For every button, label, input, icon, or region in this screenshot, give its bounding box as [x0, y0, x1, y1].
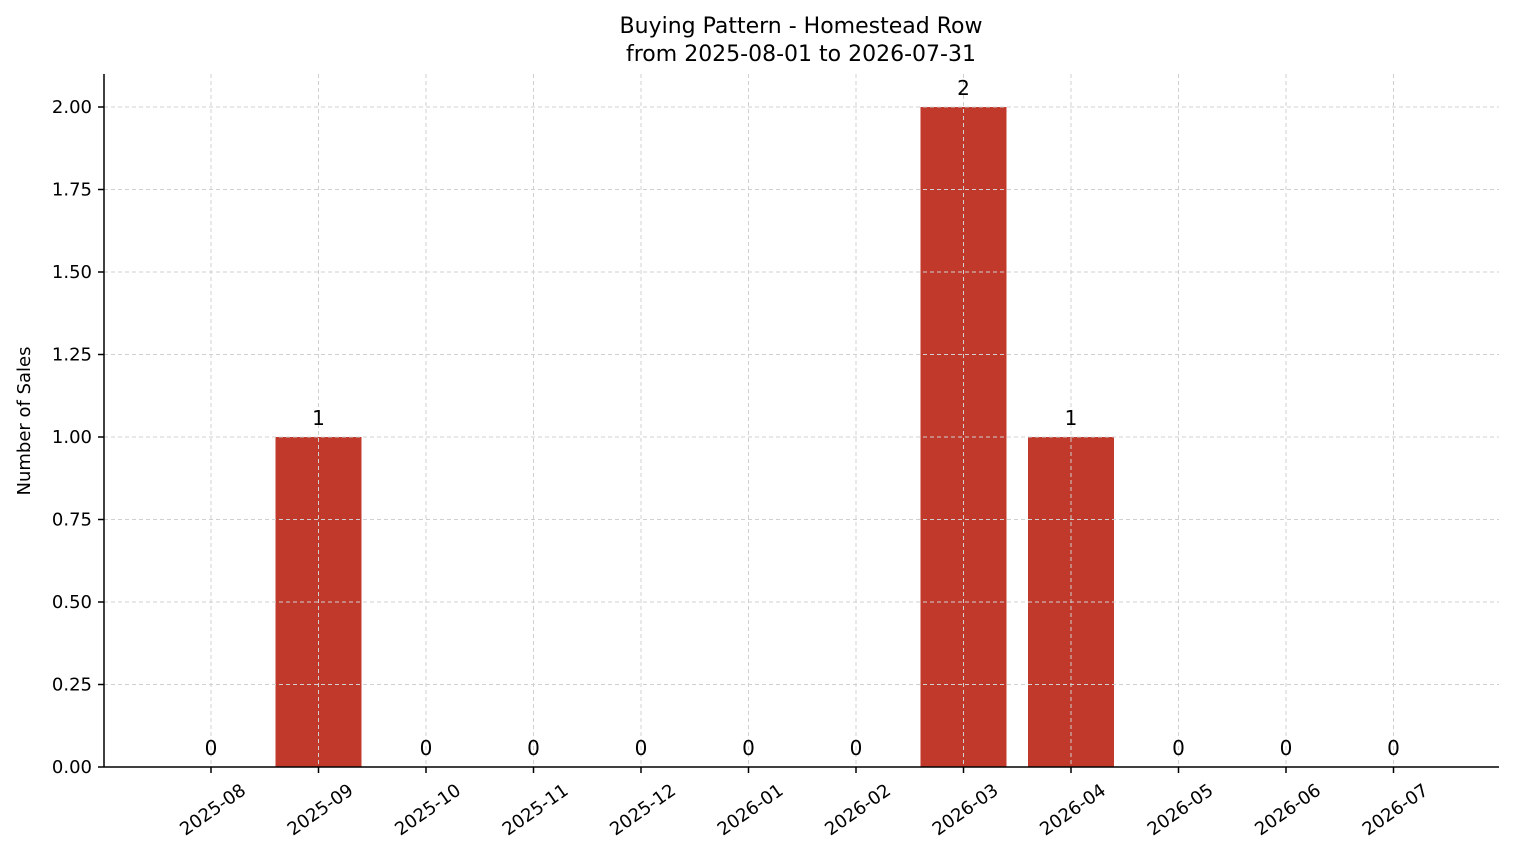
- data-label: 0: [1172, 736, 1185, 760]
- y-tick-label: 0.25: [52, 675, 92, 696]
- y-tick-label: 0.00: [52, 757, 92, 778]
- y-tick-label: 1.50: [52, 262, 92, 283]
- x-tick-label: 2026-02: [821, 780, 895, 840]
- data-labels: 0 1 0 0 0 0 0 2 1 0 0 0: [205, 76, 1400, 760]
- x-tick-label: 2025-08: [176, 780, 250, 840]
- x-tick-label: 2026-06: [1251, 780, 1325, 840]
- data-label: 2: [957, 76, 970, 100]
- y-tick-label: 0.50: [52, 592, 92, 613]
- data-label: 0: [420, 736, 433, 760]
- x-tick-label: 2025-11: [499, 780, 573, 840]
- y-tick-label: 2.00: [52, 97, 92, 118]
- x-tick-label: 2026-07: [1359, 780, 1433, 840]
- y-tick-label: 1.25: [52, 345, 92, 366]
- data-label: 0: [527, 736, 540, 760]
- y-tick-label: 0.75: [52, 510, 92, 531]
- y-axis-label: Number of Sales: [14, 346, 35, 495]
- y-tick-label: 1.00: [52, 427, 92, 448]
- data-label: 0: [205, 736, 218, 760]
- data-label: 0: [850, 736, 863, 760]
- x-tick-label: 2025-12: [606, 780, 680, 840]
- axes: 0.00 0.25 0.50 0.75 1.00 1.25 1.50 1.75 2.00 2025…: [52, 74, 1499, 840]
- x-tick-label: 2026-03: [929, 780, 1003, 840]
- bars: [104, 74, 1499, 768]
- data-label: 0: [742, 736, 755, 760]
- x-tick-label: 2025-09: [284, 780, 358, 840]
- y-tick-label: 1.75: [52, 180, 92, 201]
- data-label: 1: [1065, 406, 1078, 430]
- x-tick-label: 2026-01: [714, 780, 788, 840]
- data-label: 1: [312, 406, 325, 430]
- x-tick-label: 2026-05: [1144, 780, 1218, 840]
- data-label: 0: [635, 736, 648, 760]
- data-label: 0: [1280, 736, 1293, 760]
- x-tick-label: 2025-10: [391, 780, 465, 840]
- chart-subtitle: from 2025-08-01 to 2026-07-31: [626, 42, 976, 67]
- chart-title: Buying Pattern - Homestead Row: [620, 14, 983, 39]
- x-tick-label: 2026-04: [1036, 780, 1110, 840]
- data-label: 0: [1387, 736, 1400, 760]
